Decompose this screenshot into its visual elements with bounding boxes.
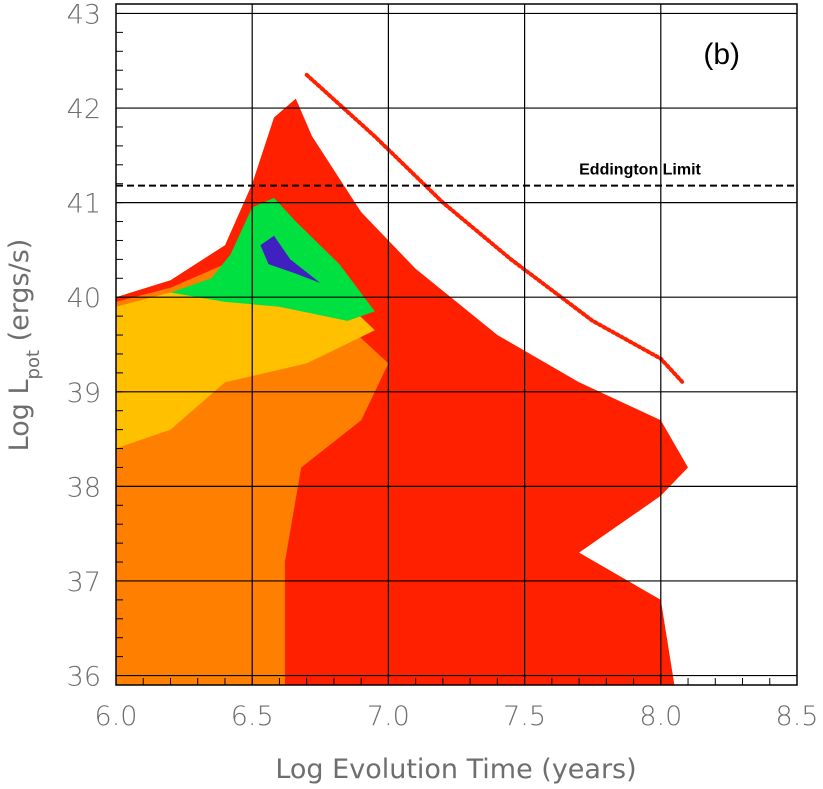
x-tick-label-1: 6.5 bbox=[231, 701, 274, 732]
annotation-layer: Eddington Limit bbox=[116, 162, 797, 187]
panel-label: (b) bbox=[703, 38, 740, 71]
y-tick-label-0: 36 bbox=[67, 662, 101, 693]
y-axis-label-suffix: (ergs/s) bbox=[4, 239, 35, 350]
y-axis-label-subscript: pot bbox=[23, 350, 44, 380]
y-tick-label-5: 41 bbox=[67, 189, 101, 220]
density-region-peak-core bbox=[260, 235, 321, 283]
y-tick-label-6: 42 bbox=[67, 94, 101, 125]
y-axis-label-prefix: Log L bbox=[4, 379, 35, 451]
y-tick-labels: 36 37 38 39 40 41 42 43 bbox=[67, 0, 101, 693]
y-tick-label-7: 43 bbox=[67, 0, 101, 30]
y-axis-label: Log Lpot (ergs/s) bbox=[4, 239, 44, 452]
y-tick-label-1: 37 bbox=[67, 567, 101, 598]
grid-layer bbox=[116, 4, 798, 685]
eddington-limit-label: Eddington Limit bbox=[579, 162, 701, 179]
y-tick-label-3: 39 bbox=[67, 378, 101, 409]
plot-frame bbox=[115, 3, 798, 686]
x-tick-label-4: 8.0 bbox=[639, 701, 682, 732]
x-tick-labels: 6.0 6.5 7.0 7.5 8.0 8.5 bbox=[95, 701, 819, 732]
y-tick-label-2: 38 bbox=[67, 472, 101, 503]
x-tick-label-0: 6.0 bbox=[95, 701, 138, 732]
x-tick-label-5: 8.5 bbox=[776, 701, 819, 732]
x-tick-label-3: 7.5 bbox=[503, 701, 546, 732]
x-tick-label-2: 7.0 bbox=[367, 701, 410, 732]
y-tick-label-4: 40 bbox=[67, 283, 101, 314]
x-axis-label: Log Evolution Time (years) bbox=[275, 754, 636, 785]
